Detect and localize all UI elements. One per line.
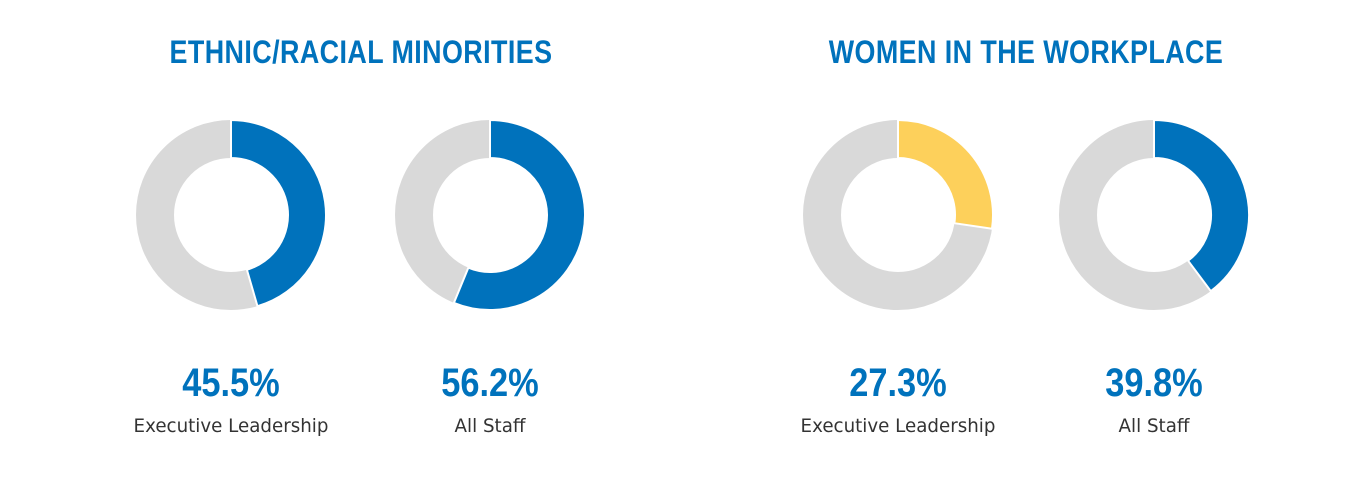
donut-svg bbox=[803, 118, 994, 310]
donut-chart-minorities-staff bbox=[390, 115, 590, 315]
donut-chart-women-staff bbox=[1054, 115, 1254, 315]
donut-chart-minorities-executive bbox=[131, 115, 331, 315]
donut-value-slice bbox=[230, 118, 327, 308]
donut-chart-women-executive bbox=[798, 115, 998, 315]
donut-svg bbox=[1059, 118, 1250, 310]
stat-women-executive: 27.3% Executive Leadership bbox=[768, 360, 1028, 438]
stat-label: Executive Leadership bbox=[133, 415, 329, 437]
stat-label: Executive Leadership bbox=[800, 415, 996, 437]
section-title-minorities: ETHNIC/RACIAL MINORITIES bbox=[169, 34, 553, 70]
stat-value: 45.5% bbox=[182, 361, 280, 405]
donut-svg bbox=[136, 118, 327, 310]
stat-minorities-staff: 56.2% All Staff bbox=[360, 360, 620, 438]
donut-value-slice bbox=[1153, 118, 1250, 293]
stat-minorities-executive: 45.5% Executive Leadership bbox=[101, 360, 361, 438]
stat-value: 39.8% bbox=[1105, 361, 1203, 405]
stat-label: All Staff bbox=[454, 415, 526, 437]
donut-value-slice bbox=[452, 118, 586, 311]
stat-value: 56.2% bbox=[441, 361, 539, 405]
stat-value: 27.3% bbox=[849, 361, 947, 405]
section-title-women: WOMEN IN THE WORKPLACE bbox=[828, 34, 1224, 70]
donut-value-slice bbox=[897, 118, 994, 230]
donut-svg bbox=[395, 118, 586, 311]
stat-label: All Staff bbox=[1118, 415, 1190, 437]
stat-women-staff: 39.8% All Staff bbox=[1024, 360, 1284, 438]
